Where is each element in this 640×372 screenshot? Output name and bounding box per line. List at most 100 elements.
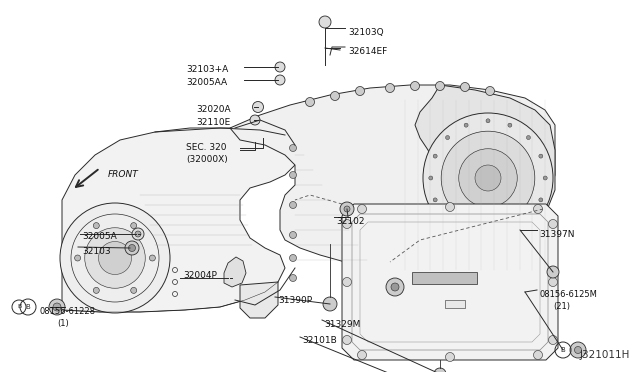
Circle shape	[60, 203, 170, 313]
Circle shape	[323, 297, 337, 311]
Circle shape	[132, 228, 144, 240]
Circle shape	[570, 342, 586, 358]
Text: (21): (21)	[553, 302, 570, 311]
Text: 32103+A: 32103+A	[186, 65, 228, 74]
Circle shape	[534, 350, 543, 359]
Circle shape	[539, 154, 543, 158]
Circle shape	[386, 278, 404, 296]
Text: 32004P: 32004P	[183, 271, 217, 280]
Text: 31329M: 31329M	[324, 320, 360, 329]
Circle shape	[250, 115, 260, 125]
Text: 31397N: 31397N	[539, 230, 575, 239]
Circle shape	[344, 206, 350, 212]
Text: 32005A: 32005A	[82, 232, 116, 241]
Text: B: B	[17, 305, 21, 310]
Circle shape	[340, 202, 354, 216]
Circle shape	[342, 336, 351, 344]
Text: (32000X): (32000X)	[186, 155, 228, 164]
Circle shape	[508, 123, 512, 127]
Circle shape	[84, 228, 145, 288]
Text: B: B	[561, 347, 565, 353]
Text: 32103: 32103	[82, 247, 111, 256]
Text: J321011H: J321011H	[580, 350, 630, 360]
Polygon shape	[390, 85, 555, 275]
Circle shape	[289, 144, 296, 151]
Text: B: B	[26, 304, 30, 310]
Circle shape	[275, 62, 285, 72]
Text: 32110E: 32110E	[196, 118, 230, 127]
Circle shape	[342, 278, 351, 286]
Circle shape	[486, 119, 490, 123]
Circle shape	[459, 149, 517, 207]
Polygon shape	[230, 85, 555, 272]
Circle shape	[93, 222, 99, 229]
Text: 32103Q: 32103Q	[348, 28, 383, 37]
Polygon shape	[342, 204, 558, 360]
Circle shape	[433, 154, 437, 158]
Circle shape	[99, 241, 131, 275]
Circle shape	[441, 131, 535, 225]
Circle shape	[289, 254, 296, 262]
Circle shape	[355, 87, 365, 96]
Circle shape	[125, 241, 139, 255]
Circle shape	[534, 205, 543, 214]
Circle shape	[410, 81, 419, 90]
Circle shape	[289, 231, 296, 238]
Circle shape	[486, 87, 495, 96]
Circle shape	[435, 81, 445, 90]
Circle shape	[461, 83, 470, 92]
Circle shape	[445, 217, 449, 221]
Circle shape	[445, 135, 449, 140]
Circle shape	[464, 123, 468, 127]
Circle shape	[464, 229, 468, 233]
Text: 31390P: 31390P	[278, 296, 312, 305]
Circle shape	[289, 202, 296, 208]
Circle shape	[253, 102, 264, 112]
Text: 32005AA: 32005AA	[186, 78, 227, 87]
Circle shape	[342, 219, 351, 228]
Text: 08156-61228: 08156-61228	[39, 307, 95, 316]
Circle shape	[543, 176, 547, 180]
Circle shape	[423, 113, 553, 243]
Circle shape	[548, 336, 557, 344]
Circle shape	[289, 171, 296, 179]
Circle shape	[475, 165, 501, 191]
Circle shape	[275, 75, 285, 85]
Text: FRONT: FRONT	[108, 170, 139, 179]
Circle shape	[131, 288, 137, 294]
Circle shape	[289, 275, 296, 282]
Circle shape	[429, 176, 433, 180]
Polygon shape	[224, 257, 246, 287]
Circle shape	[135, 231, 141, 237]
Circle shape	[539, 198, 543, 202]
Text: 32020A: 32020A	[196, 105, 230, 114]
Text: (1): (1)	[57, 319, 68, 328]
Circle shape	[358, 205, 367, 214]
Text: 32102: 32102	[336, 217, 365, 226]
Circle shape	[75, 255, 81, 261]
Circle shape	[548, 278, 557, 286]
Circle shape	[434, 368, 446, 372]
Polygon shape	[62, 128, 295, 312]
Text: 08156-6125M: 08156-6125M	[539, 290, 597, 299]
Circle shape	[330, 92, 339, 100]
Text: 32614EF: 32614EF	[348, 47, 387, 56]
Circle shape	[527, 135, 531, 140]
Circle shape	[527, 217, 531, 221]
Circle shape	[129, 244, 136, 251]
Circle shape	[508, 229, 512, 233]
Circle shape	[149, 255, 156, 261]
Circle shape	[486, 233, 490, 237]
Text: 32101B: 32101B	[302, 336, 337, 345]
Bar	[412, 272, 477, 284]
Text: SEC. 320: SEC. 320	[186, 143, 227, 152]
Circle shape	[358, 350, 367, 359]
Circle shape	[305, 97, 314, 106]
Circle shape	[575, 346, 582, 353]
Polygon shape	[240, 282, 278, 318]
Circle shape	[391, 283, 399, 291]
Circle shape	[93, 288, 99, 294]
Circle shape	[319, 16, 331, 28]
Circle shape	[445, 353, 454, 362]
Circle shape	[131, 222, 137, 229]
